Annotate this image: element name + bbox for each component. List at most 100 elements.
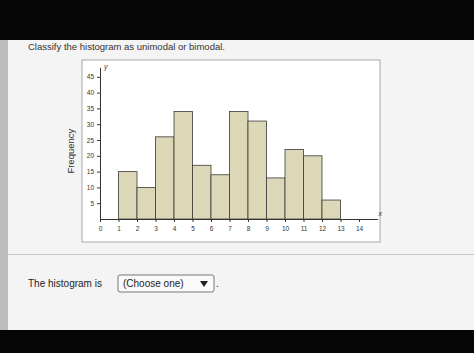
x-tick: 2	[136, 219, 140, 232]
y-tick-mark	[97, 203, 100, 204]
bar	[304, 156, 323, 219]
answer-end: .	[216, 278, 219, 289]
bar	[137, 187, 156, 219]
x-tick: 6	[210, 219, 214, 232]
x-tick-mark	[322, 219, 323, 222]
x-tick-label: 6	[210, 225, 214, 232]
y-tick-label: 45	[87, 73, 95, 80]
x-tick: 4	[173, 219, 177, 232]
x-axis-line	[101, 219, 379, 220]
bar	[156, 137, 175, 219]
x-tick-mark	[267, 219, 268, 222]
top-bar	[0, 0, 474, 40]
x-tick: 13	[337, 219, 345, 232]
y-tick-mark	[97, 77, 100, 78]
y-tick-label: 25	[87, 137, 95, 144]
y-axis-letter: y	[103, 63, 108, 71]
bar	[285, 149, 304, 219]
y-tick-label: 15	[87, 168, 95, 175]
y-axis-line	[100, 68, 101, 220]
bar	[322, 200, 341, 219]
x-tick-mark	[248, 219, 249, 222]
y-tick: 10	[87, 184, 100, 191]
x-tick: 14	[356, 219, 364, 232]
question-text: Classify the histogram as unimodal or bi…	[28, 41, 225, 52]
y-tick: 5	[90, 200, 100, 207]
x-tick: 1	[117, 219, 121, 232]
x-tick-label: 13	[337, 225, 345, 232]
x-tick-mark	[119, 219, 120, 222]
y-tick: 35	[87, 105, 100, 112]
x-tick-mark	[285, 219, 286, 222]
x-tick-label: 10	[282, 225, 290, 232]
x-tick-label: 12	[319, 225, 327, 232]
x-tick: 5	[191, 219, 195, 232]
y-tick-label: 10	[87, 184, 95, 191]
x-tick-label: 11	[301, 225, 308, 232]
separator	[8, 254, 474, 255]
y-tick: 25	[87, 137, 100, 144]
x-tick-label: 7	[228, 225, 232, 232]
x-tick-label: 2	[136, 225, 140, 232]
x-tick-label: 14	[356, 225, 364, 232]
x-tick-mark	[174, 219, 175, 222]
dropdown[interactable]: (Choose one)	[118, 275, 214, 292]
y-tick-label: 5	[90, 200, 94, 207]
x-tick-mark	[230, 219, 231, 222]
x-tick: 7	[228, 219, 232, 232]
x-tick: 10	[282, 219, 290, 232]
x-tick-label: 9	[265, 225, 269, 232]
x-tick: 8	[247, 219, 251, 232]
y-tick-label: 20	[87, 152, 95, 159]
x-tick: 3	[154, 219, 158, 232]
x-tick-mark	[211, 219, 212, 222]
x-tick-label: 3	[154, 225, 158, 232]
y-tick-mark	[97, 108, 100, 109]
dropdown-box[interactable]	[118, 275, 214, 292]
bars	[119, 112, 341, 219]
y-tick: 45	[87, 73, 100, 80]
x-tick-mark	[137, 219, 138, 222]
x-axis-label: x	[378, 210, 383, 217]
y-tick-mark	[97, 172, 100, 173]
background	[0, 0, 474, 353]
bar	[230, 112, 249, 219]
panel	[8, 40, 474, 330]
x-tick-mark	[304, 219, 305, 222]
dropdown-text[interactable]: (Choose one)	[123, 278, 184, 289]
y-tick: 30	[87, 121, 100, 128]
y-tick-mark	[97, 140, 100, 141]
bar	[248, 121, 267, 219]
bar	[267, 178, 286, 219]
y-tick: 40	[87, 89, 100, 96]
y-axis: 5 10 15 20 25 30 35 40 45	[87, 68, 101, 220]
x-tick-mark	[341, 219, 342, 222]
x-tick-label: 4	[173, 225, 177, 232]
bar	[193, 165, 212, 219]
page: Classify the histogram as unimodal or bi…	[0, 0, 474, 353]
x-tick-mark	[156, 219, 157, 222]
x-tick-label: 0	[99, 225, 103, 232]
x-tick-label: 5	[191, 225, 195, 232]
x-tick: 9	[265, 219, 269, 232]
y-tick-mark	[97, 93, 100, 94]
y-tick-mark	[97, 124, 100, 125]
y-tick-label: 40	[87, 89, 95, 96]
x-tick-mark	[359, 219, 360, 222]
y-axis-label: Frequency	[65, 128, 76, 173]
y-tick-mark	[97, 156, 100, 157]
x-tick: 11	[301, 219, 308, 232]
x-tick-label: 8	[247, 225, 251, 232]
y-tick: 20	[87, 152, 100, 159]
chart-frame	[82, 60, 380, 242]
y-tick-label: 35	[87, 105, 95, 112]
bar	[174, 112, 193, 219]
bar	[119, 172, 138, 219]
dropdown-arrow[interactable]	[200, 281, 208, 287]
x-axis: 01234567891011121314	[99, 219, 378, 232]
x-tick: 0	[99, 219, 103, 232]
y-tick: 15	[87, 168, 100, 175]
x-tick: 12	[319, 219, 327, 232]
bar	[211, 175, 230, 219]
y-tick-label: 30	[87, 121, 95, 128]
